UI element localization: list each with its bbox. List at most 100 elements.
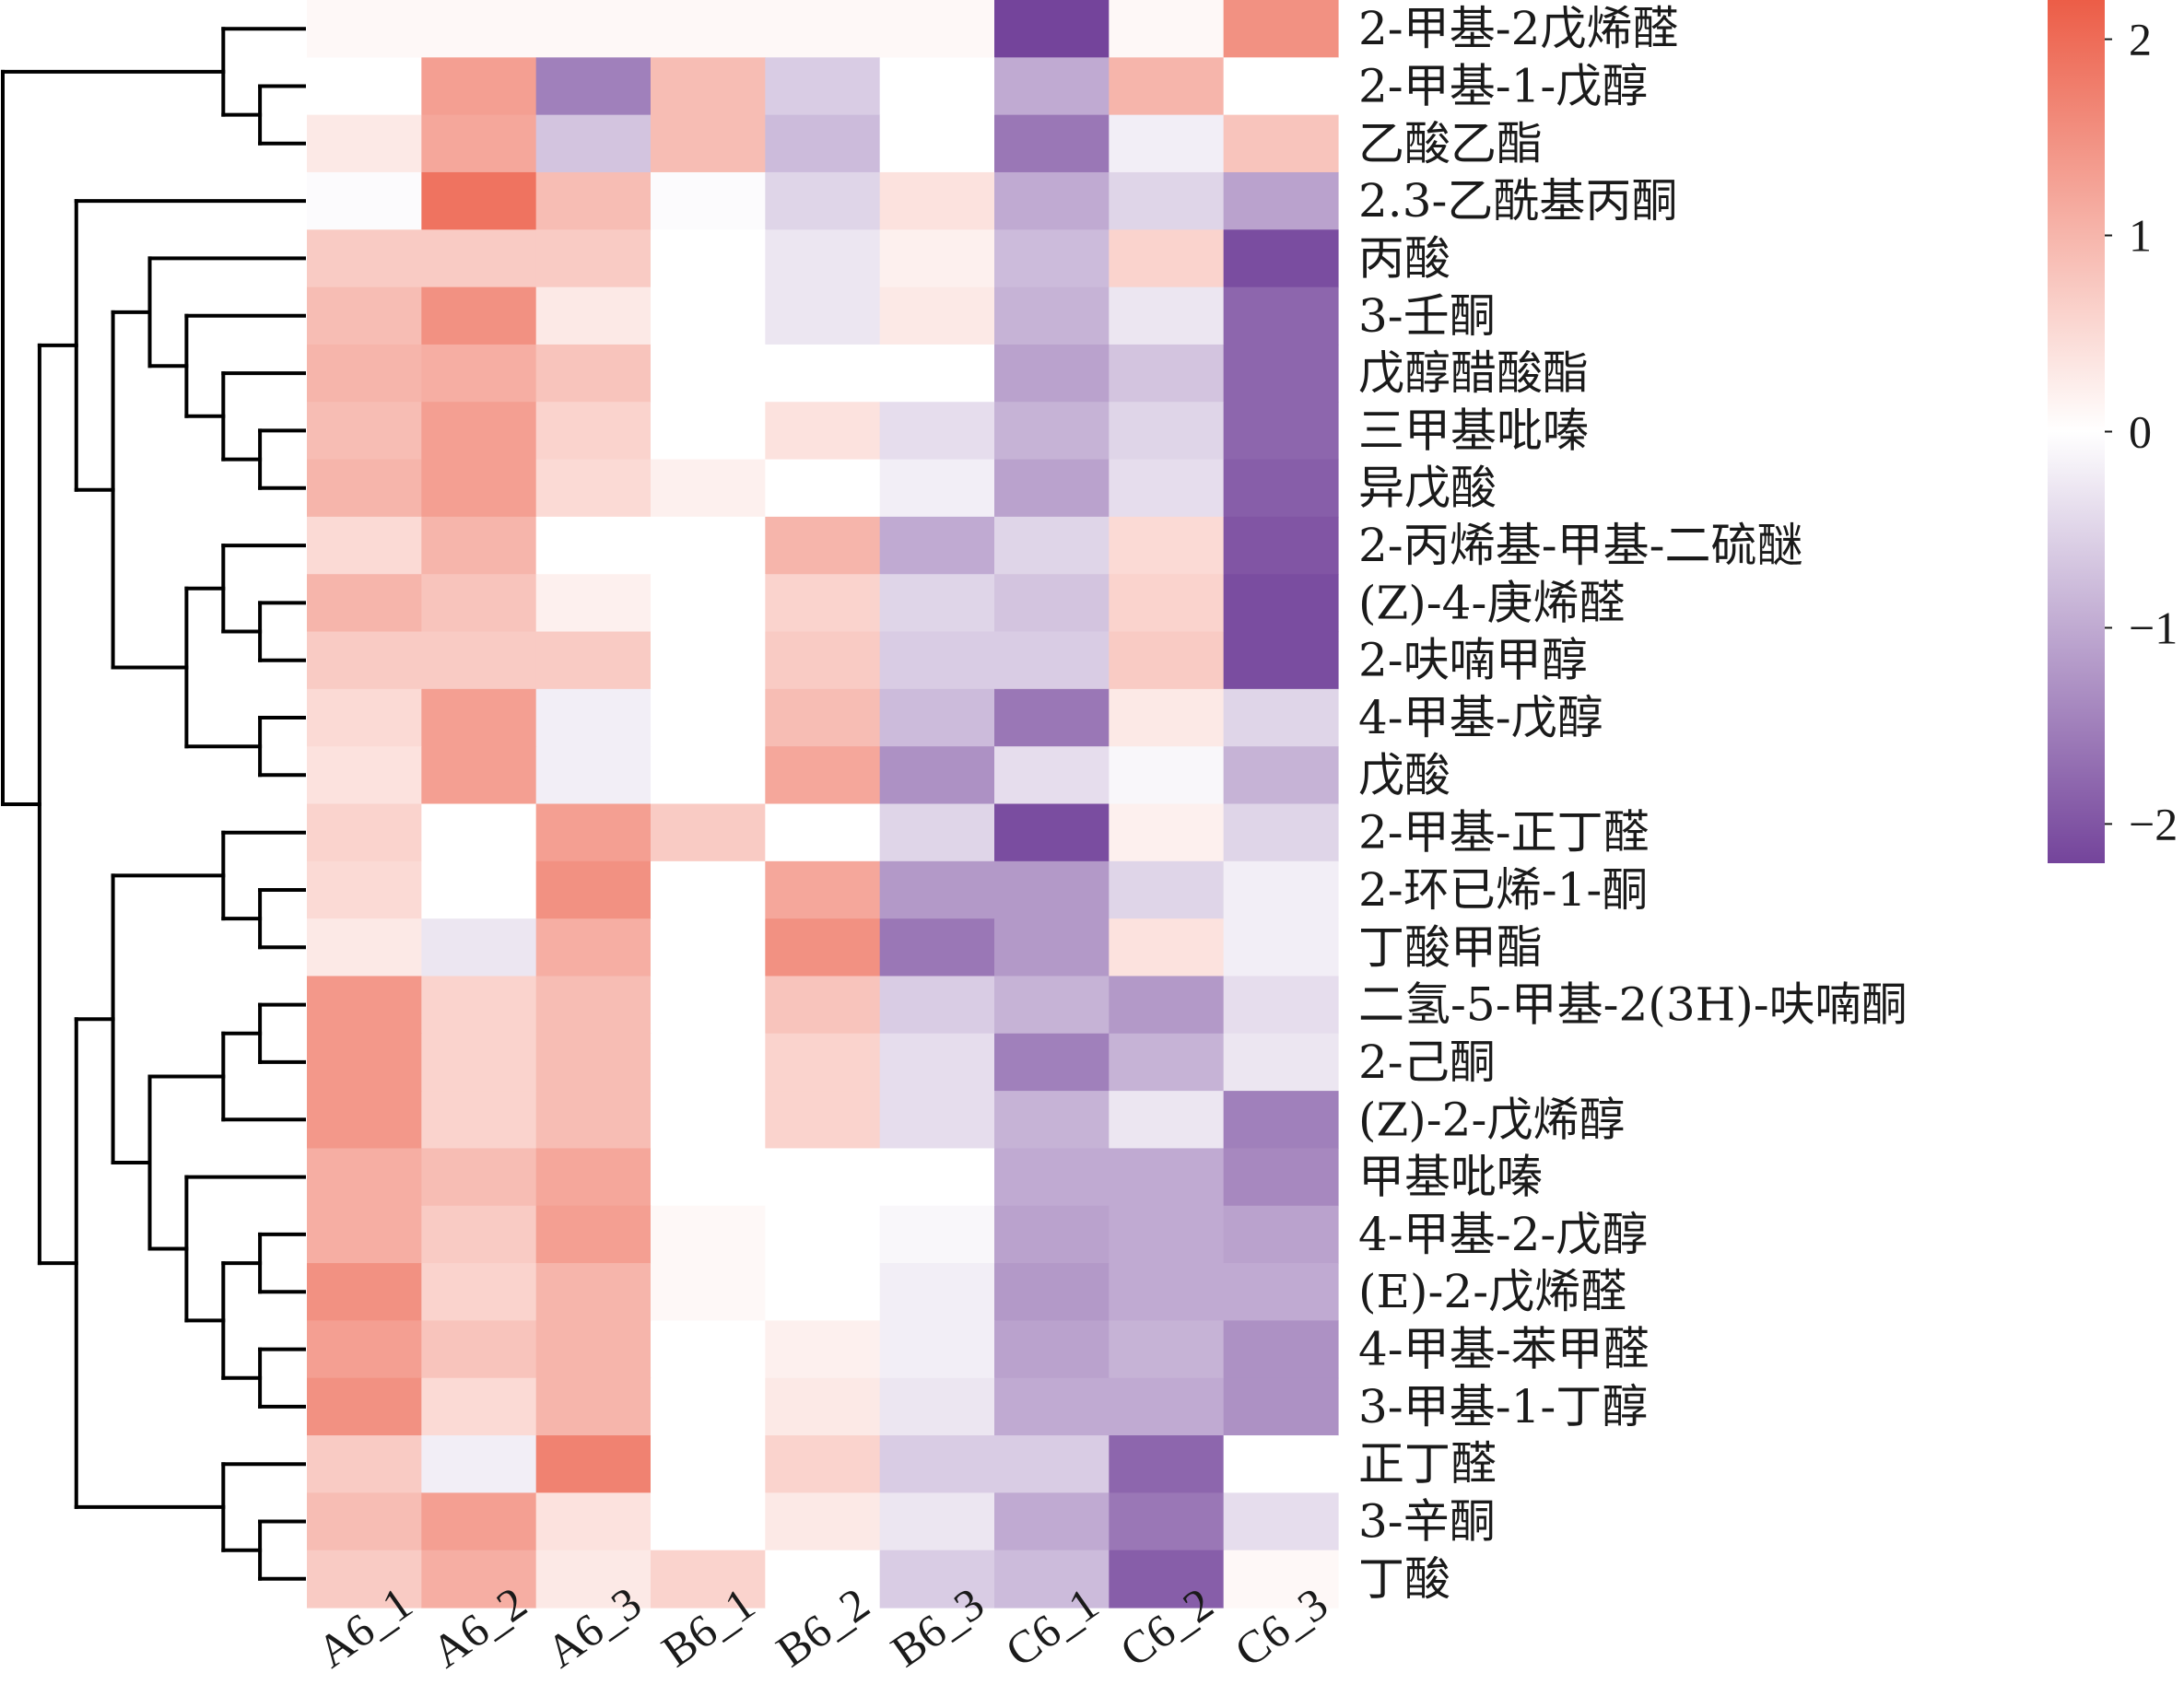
heatmap-cell	[535, 459, 652, 518]
heatmap-cell	[307, 574, 422, 633]
heatmap-cell	[879, 287, 995, 345]
heatmap-cell	[651, 918, 766, 977]
heatmap-cell	[765, 1263, 881, 1321]
heatmap-cell	[651, 171, 766, 230]
heatmap-cell	[535, 746, 652, 805]
heatmap-cell	[994, 0, 1110, 58]
heatmap-cell	[651, 1033, 766, 1092]
heatmap-cell	[421, 1263, 537, 1321]
heatmap-cell	[1109, 1435, 1225, 1493]
heatmap-cell	[535, 1435, 652, 1493]
heatmap-cell	[421, 1091, 537, 1150]
heatmap-cell	[307, 918, 422, 977]
colorbar-tick-label: 0	[2129, 406, 2152, 458]
heatmap-cell	[651, 631, 766, 690]
heatmap-cell	[307, 1320, 422, 1379]
heatmap-cell	[421, 631, 537, 690]
heatmap-cell	[879, 1550, 995, 1609]
heatmap-cell	[535, 803, 652, 862]
heatmap-cell	[994, 1148, 1110, 1207]
row-label: 2-环已烯-1-酮	[1358, 863, 1648, 917]
heatmap-cell	[994, 114, 1110, 173]
heatmap-cell	[1109, 860, 1225, 919]
heatmap-cell	[651, 1492, 766, 1551]
heatmap-cell	[765, 459, 881, 518]
heatmap-cell	[651, 402, 766, 461]
heatmap-cell	[879, 1033, 995, 1092]
heatmap-cell	[1109, 171, 1225, 230]
colorbar: 2 1 0 −1 −2	[2048, 0, 2178, 863]
heatmap-cell	[1109, 287, 1225, 345]
row-label: 2-甲基-正丁醛	[1358, 806, 1650, 860]
heatmap-cell	[994, 1550, 1110, 1609]
heatmap-cell	[1109, 1492, 1225, 1551]
heatmap-cell	[651, 516, 766, 575]
heatmap-cell	[1223, 631, 1339, 690]
heatmap-cell	[1223, 1550, 1339, 1609]
heatmap-cell	[421, 1377, 537, 1436]
heatmap-cell	[651, 1377, 766, 1436]
heatmap-cell	[879, 976, 995, 1035]
heatmap-cell	[307, 57, 422, 116]
heatmap-cell	[994, 1377, 1110, 1436]
heatmap-cell	[421, 746, 537, 805]
heatmap-cell	[421, 402, 537, 461]
heatmap-cell	[765, 1320, 881, 1379]
heatmap-cell	[994, 229, 1110, 288]
colorbar-tick-label: −2	[2129, 798, 2178, 849]
heatmap-cell	[765, 1091, 881, 1150]
heatmap-cell	[535, 1550, 652, 1609]
heatmap-cell	[1223, 1435, 1339, 1493]
heatmap-cell	[307, 746, 422, 805]
heatmap-cell	[1223, 860, 1339, 919]
heatmap-cell	[765, 1377, 881, 1436]
heatmap-cell	[879, 1263, 995, 1321]
heatmap-cell	[879, 1148, 995, 1207]
heatmap-cell	[1109, 0, 1225, 58]
heatmap-cell	[879, 860, 995, 919]
heatmap-cell	[994, 746, 1110, 805]
heatmap-cell	[1223, 1320, 1339, 1379]
row-label: 2-呋喃甲醇	[1358, 634, 1588, 687]
heatmap-cell	[994, 631, 1110, 690]
row-label: 二氢-5-甲基-2(3H)-呋喃酮	[1358, 978, 1908, 1032]
heatmap-cell	[994, 171, 1110, 230]
heatmap-cell	[535, 114, 652, 173]
heatmap-cell	[421, 803, 537, 862]
colorbar-gradient	[2048, 0, 2105, 863]
heatmap-cell	[651, 1435, 766, 1493]
row-label: 4-甲基-戊醇	[1358, 691, 1603, 744]
heatmap-cell	[879, 0, 995, 58]
heatmap-cell	[765, 746, 881, 805]
row-label: 2-甲基-1-戊醇	[1358, 59, 1648, 112]
heatmap-cell	[307, 1377, 422, 1436]
heatmap-cell	[765, 860, 881, 919]
heatmap-cell	[651, 57, 766, 116]
heatmap-cell	[994, 574, 1110, 633]
heatmap-cell	[879, 459, 995, 518]
heatmap-cell	[1223, 746, 1339, 805]
heatmap-cell	[1109, 402, 1225, 461]
heatmap-cell	[651, 1550, 766, 1609]
heatmap-cell	[765, 574, 881, 633]
row-dendrogram	[1, 27, 306, 1581]
row-label: 正丁醛	[1358, 1437, 1497, 1491]
heatmap-cell	[651, 976, 766, 1035]
heatmap-cell	[765, 1550, 881, 1609]
row-label: 三甲基吡嗪	[1358, 404, 1589, 457]
heatmap-cell	[421, 1205, 537, 1264]
heatmap-cell	[1109, 344, 1225, 403]
heatmap-cell	[307, 803, 422, 862]
heatmap-cell	[1109, 229, 1225, 288]
heatmap-cell	[651, 803, 766, 862]
heatmap-cell	[651, 229, 766, 288]
heatmap-cell	[765, 631, 881, 690]
heatmap-cell	[1109, 57, 1225, 116]
heatmap-cell	[1223, 516, 1339, 575]
row-label: 2-己酮	[1358, 1035, 1496, 1089]
heatmap-cell	[765, 344, 881, 403]
heatmap-cell	[879, 631, 995, 690]
row-label: 戊酸	[1358, 748, 1450, 801]
heatmap-cell	[879, 1377, 995, 1436]
